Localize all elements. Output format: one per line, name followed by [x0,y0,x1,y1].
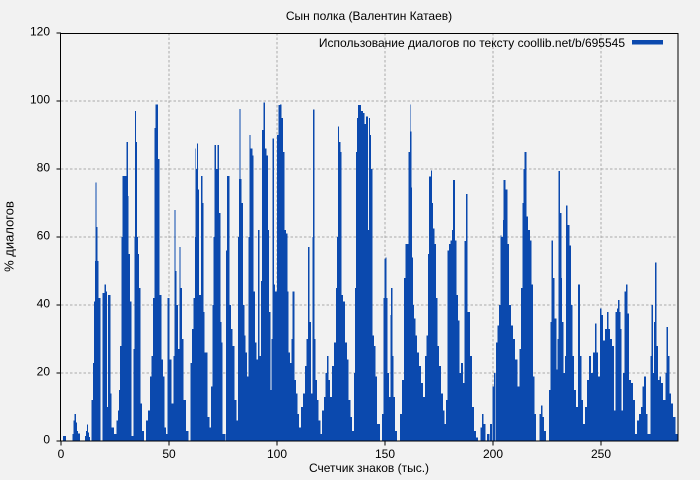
svg-text:40: 40 [37,297,51,311]
svg-text:200: 200 [483,447,503,461]
svg-text:0: 0 [58,447,65,461]
svg-text:120: 120 [30,25,50,39]
svg-text:150: 150 [375,447,395,461]
svg-text:100: 100 [30,93,50,107]
svg-text:250: 250 [591,447,611,461]
svg-text:100: 100 [267,447,287,461]
svg-text:20: 20 [37,365,51,379]
svg-text:Сын полка (Валентин Катаев): Сын полка (Валентин Катаев) [286,9,452,23]
svg-text:60: 60 [37,229,51,243]
svg-text:Счетчик знаков (тыс.): Счетчик знаков (тыс.) [309,461,429,475]
svg-text:% диалогов: % диалогов [2,201,17,272]
svg-text:80: 80 [37,161,51,175]
svg-text:0: 0 [43,433,50,447]
svg-text:50: 50 [162,447,176,461]
svg-text:Использование диалогов по текс: Использование диалогов по тексту coollib… [319,36,625,50]
